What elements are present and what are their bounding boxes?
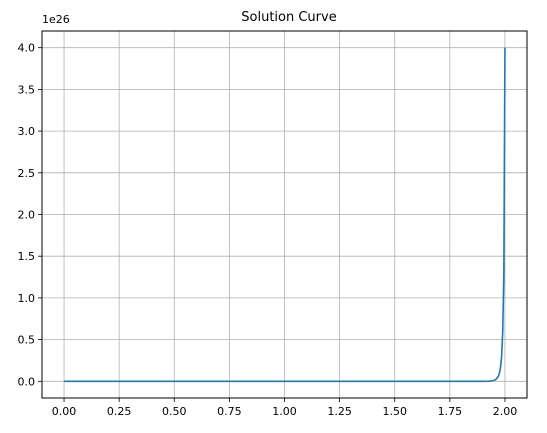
grid — [42, 31, 527, 398]
y-tick-label: 2.0 — [18, 209, 36, 222]
y-tick-label: 0.0 — [18, 375, 36, 388]
x-tick-label: 1.50 — [382, 405, 407, 418]
series-line — [64, 47, 506, 383]
y-tick-label: 1.0 — [18, 292, 36, 305]
y-tick-label: 3.0 — [18, 125, 36, 138]
x-tick-label: 0.75 — [217, 405, 242, 418]
x-tick-label: 0.50 — [162, 405, 187, 418]
x-tick-label: 0.25 — [107, 405, 132, 418]
y-offset-label: 1e26 — [42, 13, 70, 26]
x-tick-label: 1.75 — [438, 405, 463, 418]
x-tick-label: 2.00 — [493, 405, 518, 418]
y-tick-label: 4.0 — [18, 42, 36, 55]
x-axis: 0.00 0.25 0.50 0.75 1.00 1.25 1.50 1.75 2.00 — [52, 398, 517, 418]
y-axis: 0.0 0.5 1.0 1.5 2.0 2.5 3.0 3.5 4.0 — [18, 42, 42, 388]
x-tick-label: 1.25 — [327, 405, 352, 418]
y-tick-label: 1.5 — [18, 250, 36, 263]
y-tick-label: 0.5 — [18, 334, 36, 347]
y-tick-label: 2.5 — [18, 167, 36, 180]
chart-title: Solution Curve — [241, 10, 336, 25]
y-tick-label: 3.5 — [18, 83, 36, 96]
x-tick-label: 1.00 — [272, 405, 297, 418]
x-tick-label: 0.00 — [52, 405, 77, 418]
series-layer — [64, 47, 506, 383]
